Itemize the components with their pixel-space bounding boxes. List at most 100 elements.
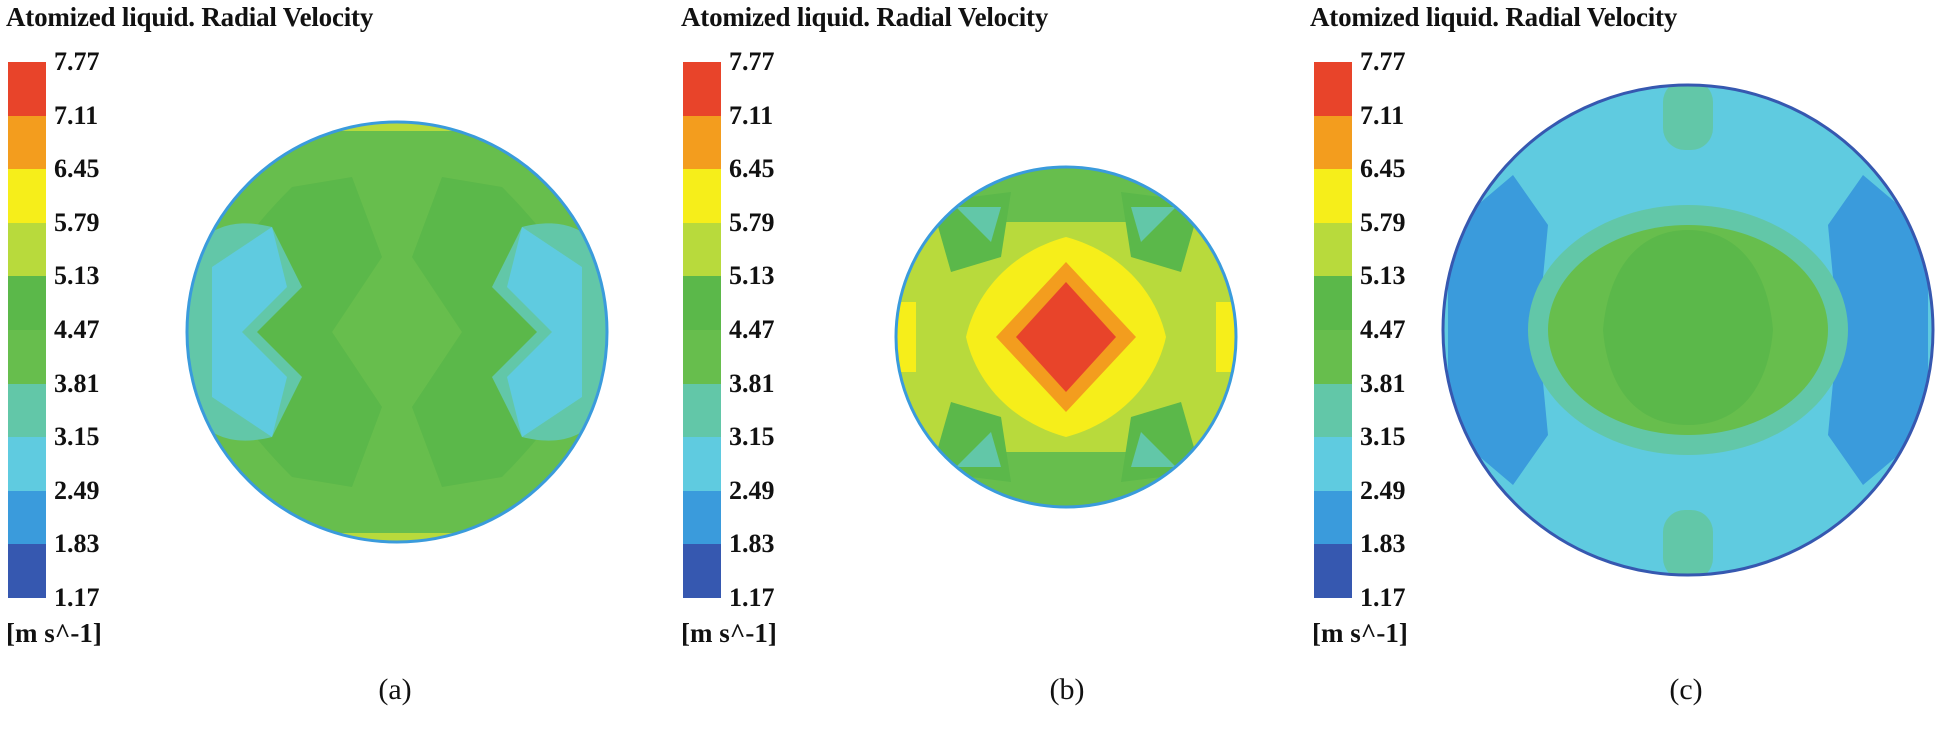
scale-band (8, 169, 46, 223)
panel-a: Atomized liquid. Radial Velocity 7.77 7.… (0, 0, 640, 737)
contour-region (956, 432, 1001, 467)
scale-tick: 7.77 (54, 47, 100, 76)
scale-tick: 1.17 (729, 583, 775, 612)
scale-tick: 3.15 (1360, 422, 1406, 452)
scale-unit: [m s^-1] (6, 618, 102, 648)
scale-band (8, 329, 46, 384)
scale-ticks: 7.77 7.11 6.45 5.79 5.13 4.47 3.81 3.15 … (729, 49, 809, 611)
scale-unit: [m s^-1] (681, 618, 777, 648)
scale-band (1314, 383, 1352, 438)
panel-title: Atomized liquid. Radial Velocity (6, 2, 374, 32)
contour-disc-b (894, 165, 1238, 509)
contour-disc-c (1441, 83, 1935, 577)
scale-tick: 7.77 (729, 47, 775, 76)
scale-ticks: 7.77 7.11 6.45 5.79 5.13 4.47 3.81 3.15 … (54, 49, 134, 611)
scale-unit: [m s^-1] (1312, 618, 1408, 648)
contour-region (1448, 175, 1548, 485)
scale-band (8, 383, 46, 438)
scale-band (1314, 62, 1352, 116)
contour-region (1603, 230, 1773, 425)
scale-tick: 5.13 (1360, 261, 1406, 291)
contour-region (1131, 207, 1176, 242)
scale-tick: 1.17 (54, 583, 100, 612)
scale-band (1314, 490, 1352, 545)
scale-tick: 1.83 (54, 529, 100, 559)
scale-tick: 2.49 (729, 475, 775, 505)
scale-tick: 3.81 (729, 368, 775, 398)
panel-caption: (c) (1669, 673, 1703, 706)
scale-band (1314, 276, 1352, 330)
contour-region (1663, 85, 1713, 150)
contour-region (322, 123, 472, 131)
scale-tick: 3.81 (54, 368, 100, 398)
scale-tick: 1.83 (729, 529, 775, 559)
contour-region (896, 167, 1236, 222)
scale-tick: 1.83 (1360, 529, 1406, 559)
scale-tick: 5.79 (54, 207, 100, 237)
scale-tick: 6.45 (1360, 154, 1406, 184)
scale-tick: 6.45 (54, 154, 100, 184)
contour-region (896, 302, 916, 372)
scale-tick: 4.47 (729, 315, 775, 344)
scale-tick: 7.77 (1360, 47, 1406, 76)
scale-band (683, 490, 721, 545)
disc-outline (185, 120, 609, 544)
scale-band (8, 544, 46, 598)
scale-band (1314, 169, 1352, 223)
scale-band (683, 115, 721, 170)
scale-band (8, 276, 46, 330)
disc-outline (1441, 83, 1935, 577)
contour-region (1216, 302, 1236, 372)
scale-band (683, 276, 721, 330)
scale-tick: 7.11 (729, 100, 774, 130)
scale-tick: 5.79 (1360, 207, 1406, 237)
scale-band (683, 62, 721, 116)
scale-tick: 2.49 (54, 475, 100, 505)
scale-tick: 2.49 (1360, 475, 1406, 505)
scale-tick: 4.47 (1360, 315, 1406, 344)
disc-outline (894, 165, 1238, 509)
scale-band (8, 437, 46, 491)
scale-tick: 3.15 (729, 422, 775, 452)
scale-tick: 7.11 (1360, 100, 1405, 130)
scale-band (683, 329, 721, 384)
panel-caption: (b) (1049, 673, 1085, 706)
scale-band (1314, 544, 1352, 598)
scale-band (683, 383, 721, 438)
contour-region (1828, 175, 1928, 485)
scale-band (8, 490, 46, 545)
contour-region (1016, 282, 1116, 392)
scale-tick: 3.15 (54, 422, 100, 452)
scale-tick: 1.17 (1360, 583, 1406, 612)
scale-band (1314, 222, 1352, 277)
scale-band (1314, 115, 1352, 170)
scale-band (8, 222, 46, 277)
scale-band (8, 62, 46, 116)
scale-band (1314, 329, 1352, 384)
scale-tick: 7.11 (54, 100, 99, 130)
panel-c: Atomized liquid. Radial Velocity 7.77 7.… (1302, 0, 1942, 737)
scale-ticks: 7.77 7.11 6.45 5.79 5.13 4.47 3.81 3.15 … (1360, 49, 1440, 611)
color-scale (8, 62, 46, 598)
scale-tick: 6.45 (729, 154, 775, 184)
scale-tick: 5.13 (54, 261, 100, 291)
color-scale (1314, 62, 1352, 598)
scale-band (683, 437, 721, 491)
panel-b: Atomized liquid. Radial Velocity 7.77 7.… (675, 0, 1315, 737)
scale-tick: 3.81 (1360, 368, 1406, 398)
contour-region (322, 533, 472, 541)
scale-tick: 4.47 (54, 315, 100, 344)
contour-region (956, 207, 1001, 242)
contour-region (1663, 510, 1713, 575)
scale-tick: 5.13 (729, 261, 775, 291)
contour-region (1131, 432, 1176, 467)
contour-region (896, 452, 1236, 507)
scale-band (683, 169, 721, 223)
scale-band (683, 544, 721, 598)
scale-tick: 5.79 (729, 207, 775, 237)
scale-band (1314, 437, 1352, 491)
panel-title: Atomized liquid. Radial Velocity (1310, 2, 1678, 32)
scale-band (683, 222, 721, 277)
scale-band (8, 115, 46, 170)
contour-region (212, 227, 287, 437)
